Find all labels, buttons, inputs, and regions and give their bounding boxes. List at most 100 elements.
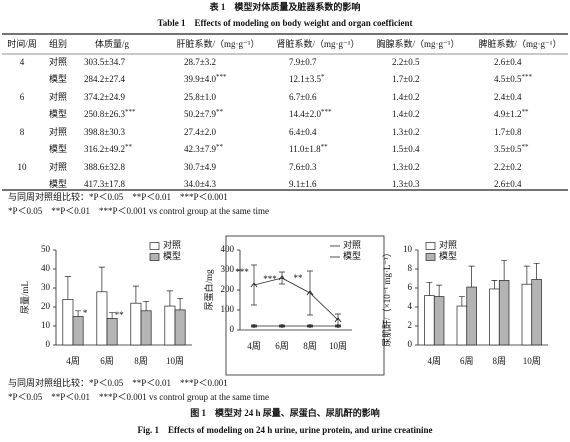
cell-value: 4.5±0.5	[494, 74, 522, 84]
table-note: 与同周对照组比较：*P＜0.05 **P＜0.01 ***P＜0.001	[8, 191, 228, 202]
legend-label: 对照	[163, 239, 181, 250]
table-cell: 2.2±0.5	[392, 57, 420, 67]
error-bar	[458, 296, 465, 307]
table-week: 6	[20, 92, 25, 102]
table-header: 脾脏系数/（mg·g⁻¹）	[479, 38, 562, 49]
x-tick-label: 10周	[329, 341, 347, 351]
table-cell: 2.4±0.4	[494, 92, 522, 102]
bar	[72, 316, 84, 346]
error-bar	[307, 270, 313, 316]
table-cell: 42.3±7.9**	[184, 143, 223, 154]
legend-swatch	[425, 253, 436, 261]
legend-label: 对照	[343, 239, 361, 250]
table-cell: 12.1±3.5*	[289, 73, 325, 84]
table-header: 时间/周	[7, 38, 37, 49]
table-week: 8	[20, 127, 25, 137]
y-axis-label: 尿肌酐/（×10⁻¹ mg·L⁻¹）	[382, 248, 392, 347]
table-cell: 2.6±0.4	[494, 57, 522, 67]
error-bar	[468, 265, 475, 288]
table-cell: 250.8±26.3***	[84, 108, 136, 119]
table-group: 对照	[49, 56, 67, 67]
figure-note: *P＜0.05 **P＜0.01 ***P＜0.001 vs control g…	[8, 392, 269, 402]
y-tick-label: 100	[221, 304, 235, 314]
bar	[498, 280, 510, 346]
cell-mark: **	[521, 108, 529, 116]
table-group: 对照	[49, 91, 67, 102]
error-bar	[251, 324, 257, 328]
y-tick-label: 6	[408, 282, 413, 292]
table-cell: 284.2±27.4	[84, 74, 125, 84]
error-bar	[132, 285, 139, 304]
x-tick-label: 4周	[66, 356, 80, 366]
error-bar	[501, 260, 508, 281]
error-bar	[523, 265, 530, 285]
table-group: 模型	[49, 179, 67, 189]
error-bar	[491, 280, 498, 289]
table-cell: 6.4±0.4	[289, 127, 317, 137]
y-axis-label: 尿蛋白/mg	[203, 269, 214, 311]
bar	[106, 318, 118, 346]
cell-mark: **	[321, 143, 329, 151]
error-bar	[335, 313, 341, 327]
table-cell: 7.9±0.7	[289, 57, 317, 67]
x-tick-label: 4周	[247, 341, 261, 351]
x-tick-label: 6周	[460, 356, 474, 366]
chart-frame	[225, 235, 385, 376]
figure-caption-en: Fig. 1 Effects of modeling on 24 h urine…	[138, 425, 433, 435]
table-group: 模型	[49, 74, 67, 84]
table-cell: 6.7±0.6	[289, 92, 317, 102]
y-tick-label: 4	[408, 301, 413, 311]
legend-swatch	[149, 253, 160, 261]
legend-label: 模型	[163, 251, 181, 261]
bar	[521, 283, 533, 346]
table-cell: 316.2±49.2**	[84, 143, 132, 154]
table-cell: 27.4±2.0	[184, 127, 216, 137]
legend-swatch	[149, 242, 160, 250]
x-tick-label: 10周	[523, 356, 541, 366]
y-tick-label: 10	[403, 244, 413, 254]
y-tick-label: 2	[408, 320, 413, 330]
table-cell: 1.3±0.2	[392, 162, 419, 172]
table-cell: 7.6±0.3	[289, 162, 317, 172]
x-tick-label: 10周	[166, 356, 184, 366]
cell-value: 50.2±7.9	[184, 109, 216, 119]
table-header: 肾脏系数/（mg·g⁻¹）	[277, 38, 360, 49]
y-tick-label: 8	[408, 263, 413, 273]
table-cell: 39.9±4.0***	[184, 73, 227, 84]
bar	[140, 310, 152, 346]
figure-caption-zh: 图 1 模型对 24 h 尿量、尿蛋白、尿肌酐的影响	[190, 407, 380, 418]
x-tick-label: 8周	[492, 356, 506, 366]
cell-mark: ***	[521, 73, 532, 81]
table-cell: 1.7±0.8	[494, 127, 522, 137]
table-cell: 30.7±4.9	[184, 162, 216, 172]
cell-value: 39.9±4.0	[184, 74, 216, 84]
bar	[456, 305, 468, 346]
table-cell: 28.7±3.2	[184, 57, 216, 67]
error-bar	[109, 312, 116, 319]
bar	[174, 309, 186, 346]
bar	[424, 295, 435, 346]
y-tick-label: 20	[41, 301, 51, 311]
bar	[466, 286, 477, 346]
cell-value: 250.8±26.3	[84, 109, 125, 119]
table-cell: 1.7±0.2	[392, 74, 419, 84]
table-cell: 11.0±1.8**	[289, 143, 328, 154]
table-header: 肝脏系数/（mg·g⁻¹）	[177, 38, 260, 49]
table-caption-en: Table 1 Effects of modeling on body weig…	[158, 18, 413, 28]
table-cell: 14.4±2.0***	[289, 108, 332, 119]
error-bar	[177, 298, 184, 310]
table-header: 胸腺系数/（mg·g⁻¹）	[377, 38, 460, 49]
y-tick-label: 40	[41, 263, 51, 273]
table-cell: 1.5±0.4	[392, 144, 420, 154]
bar	[96, 291, 108, 346]
table-cell: 9.1±1.6	[289, 179, 317, 189]
table-note: *P＜0.05 **P＜0.01 ***P＜0.001 vs control g…	[8, 206, 269, 216]
table-cell: 4.5±0.5***	[494, 73, 532, 84]
y-tick-label: 0	[230, 324, 235, 334]
cell-value: 316.2±49.2	[84, 144, 125, 154]
bar	[433, 296, 445, 346]
error-bar	[426, 281, 433, 296]
significance: ***	[235, 267, 249, 277]
legend-label: 对照	[439, 239, 457, 250]
